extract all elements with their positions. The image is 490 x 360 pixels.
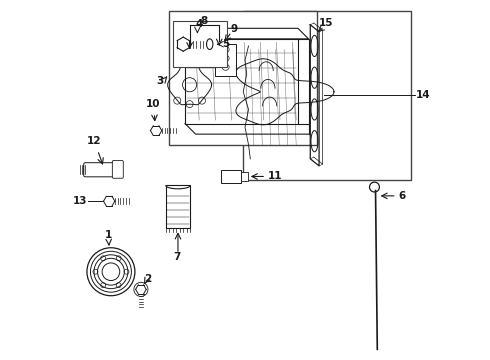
- Text: 10: 10: [146, 99, 161, 109]
- Bar: [221, 170, 241, 183]
- Text: 1: 1: [104, 230, 112, 240]
- Text: 13: 13: [73, 196, 87, 206]
- Bar: [215, 44, 236, 76]
- Bar: [243, 11, 411, 180]
- Text: 8: 8: [201, 15, 208, 26]
- FancyBboxPatch shape: [84, 163, 115, 177]
- Text: 2: 2: [145, 274, 152, 284]
- Text: 14: 14: [416, 90, 431, 100]
- Text: 4: 4: [196, 19, 203, 29]
- Bar: [172, 21, 227, 67]
- Text: 9: 9: [230, 24, 237, 34]
- Bar: [241, 171, 248, 181]
- Text: 15: 15: [319, 18, 333, 28]
- Text: 5: 5: [222, 39, 229, 49]
- Text: 12: 12: [87, 136, 101, 147]
- Bar: [169, 11, 318, 145]
- Text: 6: 6: [398, 191, 406, 201]
- FancyBboxPatch shape: [112, 161, 123, 178]
- Text: 3: 3: [157, 76, 164, 86]
- Bar: [166, 185, 190, 228]
- Text: 11: 11: [268, 171, 282, 181]
- Text: 7: 7: [173, 252, 181, 262]
